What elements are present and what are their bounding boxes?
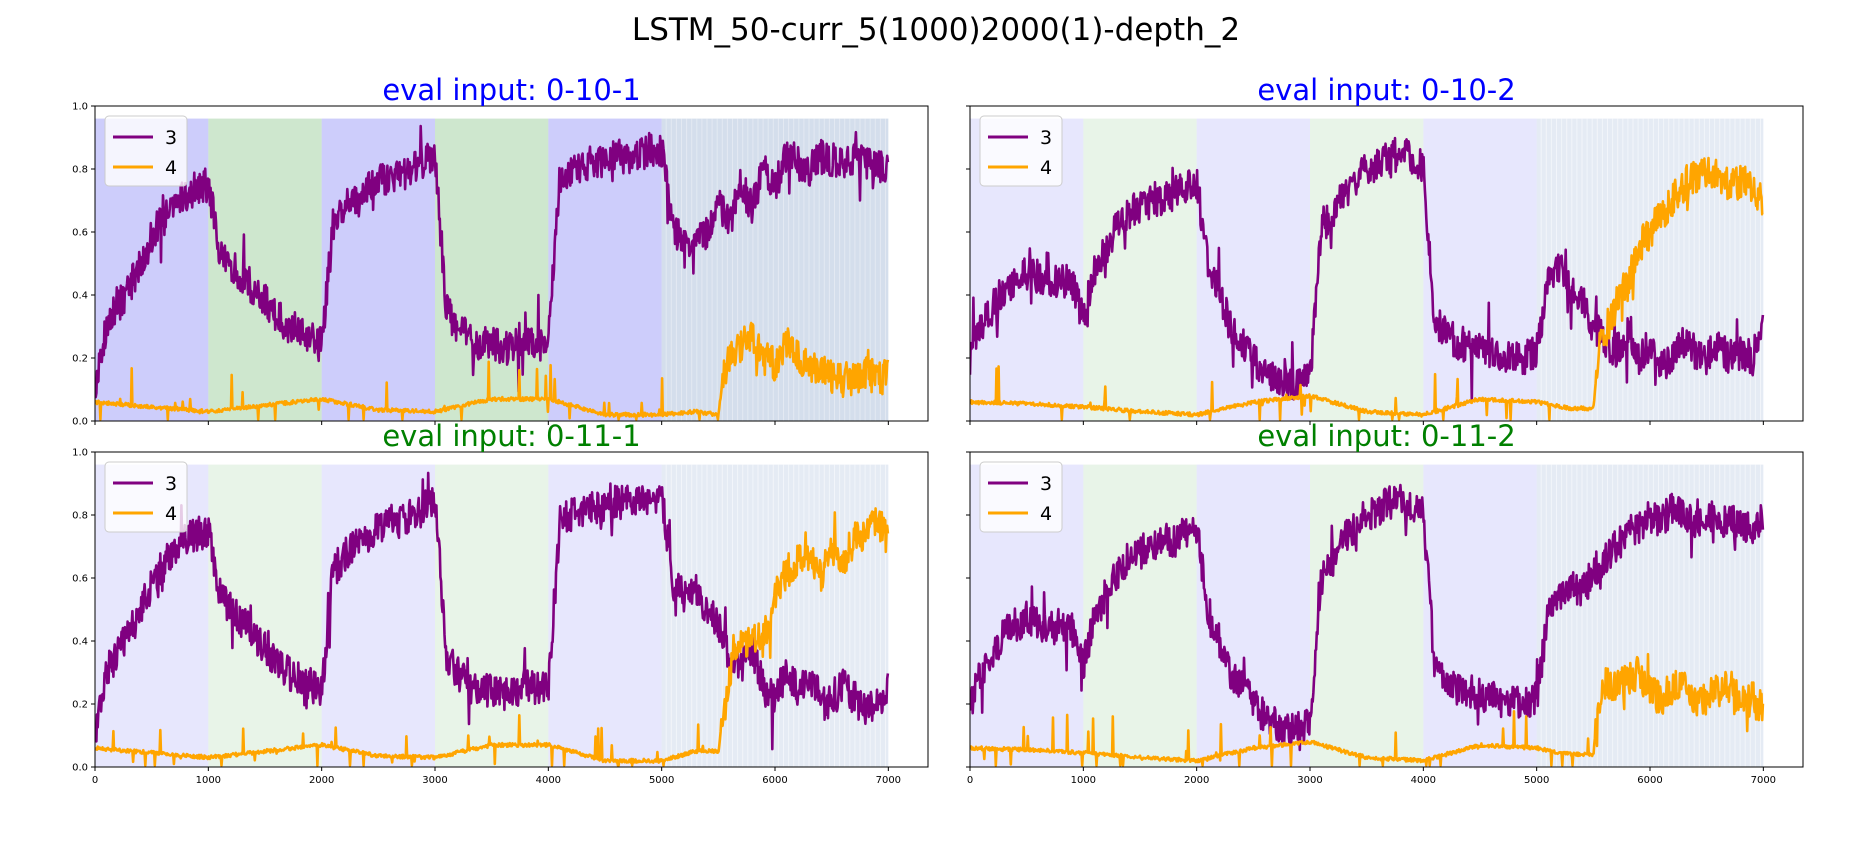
phase-band-4: [435, 464, 549, 767]
phase-band-5: [1423, 118, 1537, 421]
series-line-4: [970, 156, 1764, 421]
series-line-4: [95, 321, 890, 421]
x-axis: [94, 421, 889, 425]
y-tick-label: 0.2: [72, 354, 88, 365]
subplot-title: eval input: 0-11-2: [1257, 419, 1515, 453]
series-line-4: [970, 652, 1765, 767]
subplot-title: eval input: 0-10-1: [382, 73, 640, 107]
x-tick-label: 6000: [762, 775, 787, 786]
y-tick-label: 0.0: [72, 417, 88, 428]
subplot-1: 0.00.20.40.60.81.0 eval input: 0-10-134: [72, 73, 929, 428]
axes-frame: [969, 105, 1804, 422]
phase-backgrounds: [95, 118, 889, 421]
y-tick-label: 0.4: [72, 637, 88, 648]
legend: 34: [104, 115, 188, 187]
y-tick-label: 0.4: [72, 291, 88, 302]
x-tick-label: 2000: [309, 775, 334, 786]
series-group: [95, 471, 890, 767]
x-tick-label: 0: [967, 775, 973, 786]
y-tick-label: 0.8: [72, 165, 88, 176]
x-axis: 0 1000 2000 3000 4000 5000 6000 7000: [967, 767, 1776, 786]
axes-frame: [969, 451, 1804, 768]
y-axis: [966, 105, 970, 422]
subplot-title: eval input: 0-10-2: [1257, 73, 1515, 107]
legend-label-4: 4: [1040, 503, 1052, 525]
phase-band-4: [435, 118, 549, 421]
series-group: [95, 124, 890, 421]
x-tick-label: 7000: [1751, 775, 1776, 786]
subplot-2: eval input: 0-10-234: [966, 73, 1804, 425]
series-group: [970, 136, 1765, 421]
legend-label-4: 4: [1040, 157, 1052, 179]
x-tick-label: 7000: [876, 775, 901, 786]
y-tick-label: 0.6: [72, 574, 88, 585]
legend: 34: [979, 461, 1063, 533]
legend-label-3: 3: [165, 127, 177, 149]
x-tick-label: 2000: [1184, 775, 1209, 786]
series-group: [970, 483, 1765, 767]
x-tick-label: 5000: [649, 775, 674, 786]
y-tick-label: 1.0: [72, 448, 88, 459]
legend-label-4: 4: [165, 503, 177, 525]
x-tick-label: 4000: [1411, 775, 1436, 786]
y-tick-label: 0.6: [72, 228, 88, 239]
y-tick-label: 1.0: [72, 102, 88, 113]
phase-band-6: [1536, 118, 1764, 421]
subplot-title: eval input: 0-11-1: [382, 419, 640, 453]
x-tick-label: 3000: [1297, 775, 1322, 786]
y-tick-label: 0.2: [72, 700, 88, 711]
phase-band-2: [208, 118, 322, 421]
y-axis: 0.0 0.2 0.4 0.6 0.8 1.0: [72, 448, 95, 774]
x-tick-label: 4000: [536, 775, 561, 786]
legend-label-3: 3: [1040, 473, 1052, 495]
x-tick-label: 1000: [196, 775, 221, 786]
x-axis: [969, 421, 1764, 425]
legend-label-4: 4: [165, 157, 177, 179]
x-tick-label: 6000: [1637, 775, 1662, 786]
axes-frame: [94, 105, 929, 422]
phase-band-5: [1423, 464, 1537, 767]
phase-backgrounds: [95, 464, 889, 767]
legend-label-3: 3: [1040, 127, 1052, 149]
series-line-3: [95, 124, 890, 399]
x-axis: 0 1000 2000 3000 4000 5000 6000 7000: [92, 767, 901, 786]
legend: 34: [104, 461, 188, 533]
subplot-grid: 0.00.20.40.60.81.0 eval input: 0-10-134ev…: [72, 73, 1804, 786]
x-tick-label: 1000: [1071, 775, 1096, 786]
figure-title: LSTM_50-curr_5(1000)2000(1)-depth_2: [632, 12, 1240, 48]
x-tick-label: 5000: [1524, 775, 1549, 786]
series-line-3: [970, 136, 1765, 403]
phase-band-6: [661, 464, 889, 767]
y-tick-label: 0.0: [72, 763, 88, 774]
x-tick-label: 0: [92, 775, 98, 786]
phase-band-2: [208, 464, 322, 767]
x-tick-label: 3000: [422, 775, 447, 786]
axes-frame: [94, 451, 929, 768]
series-line-4: [95, 507, 890, 767]
y-axis: [966, 451, 970, 768]
phase-backgrounds: [970, 464, 1764, 767]
subplot-3: 0 1000 2000 3000 4000 5000 6000 70000.00.20.40.…: [72, 419, 929, 786]
subplot-4: 0 1000 2000 3000 4000 5000 6000 7000 eval input:…: [966, 419, 1804, 786]
y-tick-label: 0.8: [72, 511, 88, 522]
legend: 34: [979, 115, 1063, 187]
series-line-3: [970, 483, 1765, 752]
y-axis: 0.0 0.2 0.4 0.6 0.8 1.0: [72, 102, 95, 428]
series-line-3: [95, 471, 890, 751]
legend-label-3: 3: [165, 473, 177, 495]
